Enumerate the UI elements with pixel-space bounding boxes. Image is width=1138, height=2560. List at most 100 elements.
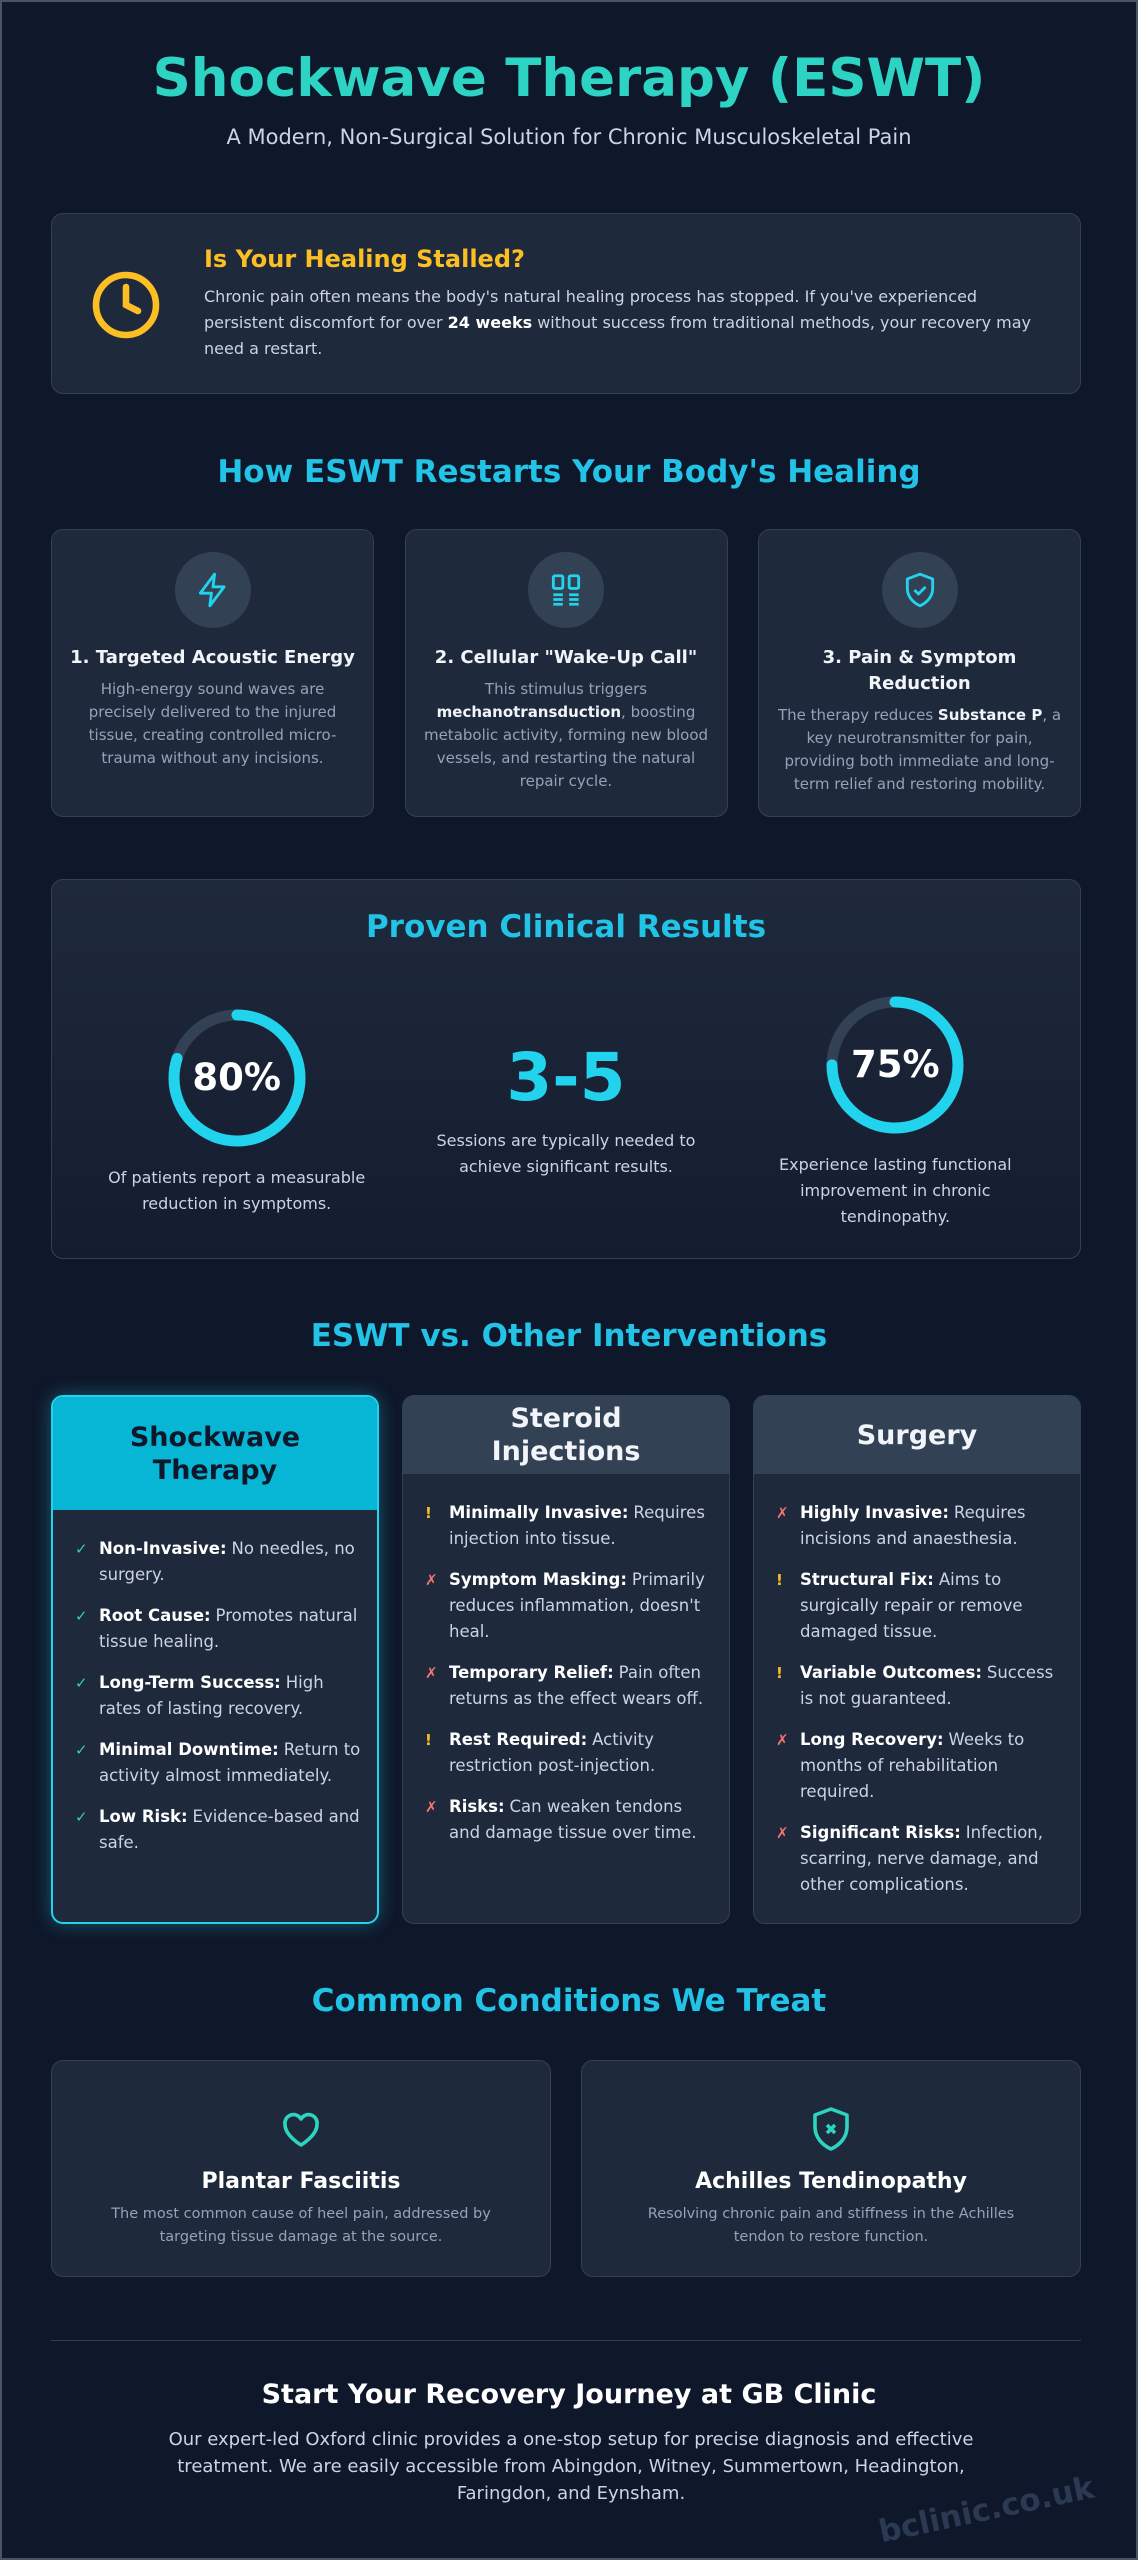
item-icon: ! <box>425 1504 432 1522</box>
conditions: Plantar Fasciitis The most common cause … <box>51 2060 1081 2277</box>
item: ✓ Low Risk: Evidence-based and safe. <box>75 1804 361 1856</box>
item-icon: ! <box>776 1664 783 1682</box>
stat: 75% Experience lasting functional improve… <box>745 990 1045 1230</box>
cta-title: Start Your Recovery Journey at GB Clinic <box>261 2379 877 2410</box>
item-text-wrap: Minimally Invasive: Requires injection in… <box>449 1500 713 1552</box>
item-text: Activity restriction post-injection. <box>449 1730 656 1775</box>
item-term: Long-Term Success: <box>99 1673 281 1692</box>
item-icon: ✗ <box>425 1571 438 1589</box>
stat-label: 80% <box>192 1056 281 1099</box>
item-text: Promotes natural tissue healing. <box>99 1606 358 1651</box>
column-title: Steroid Injections <box>403 1396 729 1474</box>
item: ✗ Highly Invasive: Requires incisions and … <box>776 1500 1064 1552</box>
item-text-wrap: Temporary Relief: Pain often returns as t… <box>449 1660 713 1712</box>
section-title: Proven Clinical Results <box>365 909 767 945</box>
ring-chart <box>826 996 964 1134</box>
step-text: This stimulus triggers mechanotransducti… <box>424 678 709 793</box>
item-icon: ✓ <box>75 1674 88 1692</box>
item-term: Rest Required: <box>449 1730 588 1749</box>
clock-icon <box>92 271 160 339</box>
step-text: The therapy reduces Substance P, a key n… <box>777 704 1062 796</box>
item-text-wrap: Low Risk: Evidence-based and safe. <box>99 1804 361 1856</box>
item: ✓ Non-Invasive: No needles, no surgery. <box>75 1536 361 1588</box>
stat-caption: Of patients report a measurable reductio… <box>108 1168 366 1213</box>
item-term: Long Recovery: <box>800 1730 944 1749</box>
item-text-wrap: Significant Risks: Infection, scarring, n… <box>800 1820 1064 1898</box>
item-icon: ✗ <box>425 1798 438 1816</box>
bolt-icon <box>198 572 226 608</box>
item: ✓ Root Cause: Promotes natural tissue heal… <box>75 1603 361 1655</box>
column: Surgery ✗ Highly Invasive: Requires incisio… <box>753 1395 1081 1924</box>
item-text: Primarily reduces inflammation, doesn't … <box>449 1570 705 1641</box>
stat: 3-5 Sessions are typically needed to achi… <box>416 1040 716 1180</box>
stat-label: 75% <box>851 1043 940 1086</box>
condition-card: Plantar Fasciitis The most common cause … <box>51 2060 551 2277</box>
item-text-wrap: Highly Invasive: Requires incisions and a… <box>800 1500 1064 1552</box>
item-icon: ✗ <box>776 1504 789 1522</box>
item-text: Requires injection into tissue. <box>449 1503 705 1548</box>
item: ✗ Significant Risks: Infection, scarring, … <box>776 1820 1064 1898</box>
item-icon: ✓ <box>75 1607 88 1625</box>
emphasis: Substance P <box>937 706 1043 724</box>
item-text-wrap: Risks: Can weaken tendons and damage tiss… <box>449 1794 713 1846</box>
shield-x-icon <box>813 2107 849 2151</box>
stat-label: 3-5 <box>506 1039 626 1116</box>
ring-value <box>168 1009 306 1147</box>
item-text-wrap: Variable Outcomes: Success is not guarant… <box>800 1660 1064 1712</box>
item-text-wrap: Root Cause: Promotes natural tissue heali… <box>99 1603 361 1655</box>
item: ✗ Symptom Masking: Primarily reduces infla… <box>425 1567 713 1645</box>
comparison: Shockwave Therapy ✓ Non-Invasive: No needle… <box>51 1395 1081 1924</box>
item: ! Rest Required: Activity restriction post… <box>425 1727 713 1779</box>
icon-circle <box>174 552 251 628</box>
item-icon: ✓ <box>75 1741 88 1759</box>
text: The therapy reduces <box>777 706 934 724</box>
condition-title: Plantar Fasciitis <box>201 2169 401 2194</box>
cta-text: Our expert-led Oxford clinic provides a … <box>168 2429 974 2504</box>
item-icon: ✗ <box>776 1731 789 1749</box>
subtitle: A Modern, Non-Surgical Solution for Chro… <box>226 125 912 149</box>
text: High-energy sound waves are precisely de… <box>88 680 337 767</box>
icon-circle <box>528 552 604 628</box>
item-term: Non-Invasive: <box>99 1539 227 1558</box>
item-term: Significant Risks: <box>800 1823 961 1842</box>
section-title: Common Conditions We Treat <box>311 1983 827 2019</box>
item-term: Risks: <box>449 1797 505 1816</box>
alert-title: Is Your Healing Stalled? <box>204 245 525 273</box>
item-text: Return to activity almost immediately. <box>99 1740 361 1785</box>
item-list: ✓ Non-Invasive: No needles, no surgery. ✓ Ro… <box>53 1510 377 1856</box>
item-term: Symptom Masking: <box>449 1570 627 1589</box>
item-icon: ✗ <box>776 1824 789 1842</box>
item-text-wrap: Structural Fix: Aims to surgically repair… <box>800 1567 1064 1645</box>
item-term: Root Cause: <box>99 1606 211 1625</box>
item-list: ! Minimally Invasive: Requires injection i… <box>403 1474 729 1846</box>
step-card: 1. Targeted Acoustic Energy High-energy … <box>51 529 374 817</box>
item-term: Temporary Relief: <box>449 1663 614 1682</box>
item-text: Weeks to months of rehabilitation requir… <box>800 1730 1025 1801</box>
item-icon: ✓ <box>75 1540 88 1558</box>
item-term: Low Risk: <box>99 1807 188 1826</box>
stat: 80% Of patients report a measurable reduc… <box>87 1003 387 1217</box>
item-text: Infection, scarring, nerve damage, and o… <box>800 1823 1044 1894</box>
item-icon: ! <box>776 1571 783 1589</box>
item-text: Evidence-based and safe. <box>99 1807 360 1852</box>
alert-box: Is Your Healing Stalled? Chronic pain of… <box>51 213 1081 394</box>
section-title: How ESWT Restarts Your Body's Healing <box>217 454 921 490</box>
item-icon: ✗ <box>425 1664 438 1682</box>
icon-circle <box>881 552 958 628</box>
item-list: ✗ Highly Invasive: Requires incisions and … <box>754 1474 1080 1898</box>
shield-icon <box>905 572 934 608</box>
item: ✗ Temporary Relief: Pain often returns as … <box>425 1660 713 1712</box>
item-text-wrap: Long Recovery: Weeks to months of rehabil… <box>800 1727 1064 1805</box>
step-title: 1. Targeted Acoustic Energy <box>70 647 355 668</box>
item: ! Minimally Invasive: Requires injection i… <box>425 1500 713 1552</box>
title: Shockwave Therapy (ESWT) <box>152 48 986 109</box>
item-text-wrap: Minimal Downtime: Return to activity almo… <box>99 1737 361 1789</box>
item: ! Variable Outcomes: Success is not guaran… <box>776 1660 1064 1712</box>
ring: 80% <box>162 1003 312 1153</box>
item-icon: ! <box>425 1731 432 1749</box>
section-title: ESWT vs. Other Interventions <box>310 1318 828 1354</box>
column: Shockwave Therapy ✓ Non-Invasive: No needle… <box>51 1395 379 1924</box>
item-text: Requires incisions and anaesthesia. <box>800 1503 1026 1548</box>
column: Steroid Injections! Minimally Invasive: Re… <box>402 1395 730 1924</box>
